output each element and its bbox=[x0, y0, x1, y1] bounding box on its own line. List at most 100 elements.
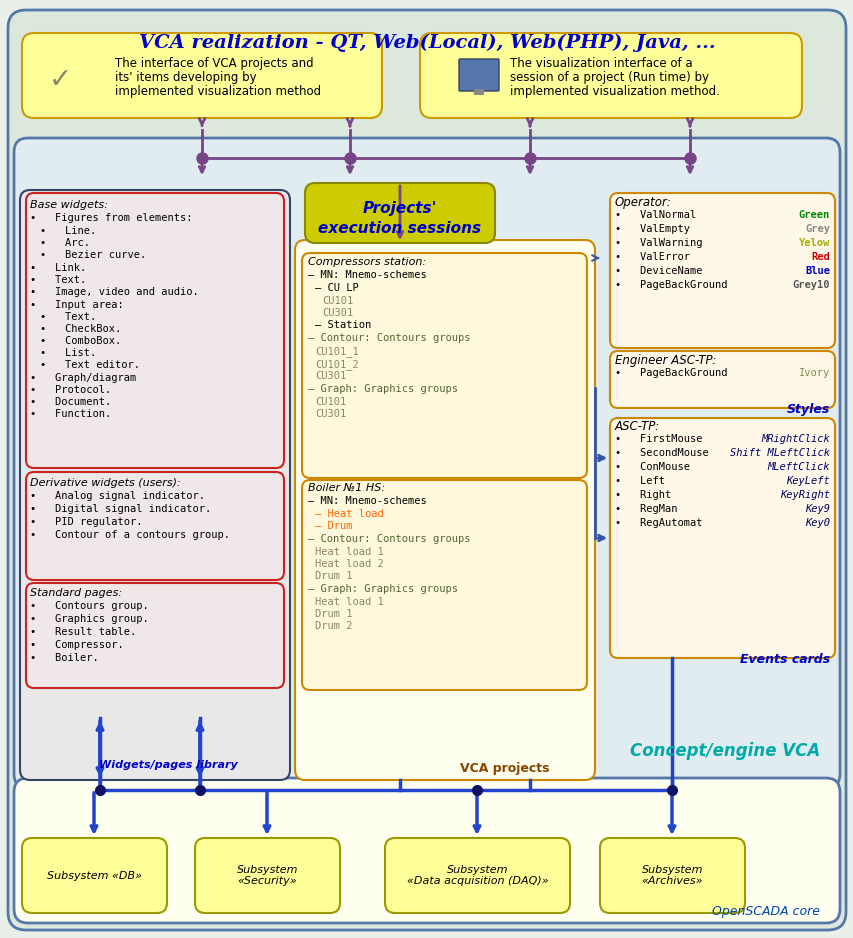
Text: KeyLeft: KeyLeft bbox=[786, 476, 829, 486]
Text: •   Image, video and audio.: • Image, video and audio. bbox=[30, 287, 199, 297]
Text: Drum 1: Drum 1 bbox=[315, 609, 352, 619]
Text: VCA realization - QT, Web(Local), Web(PHP), Java, ...: VCA realization - QT, Web(Local), Web(PH… bbox=[138, 34, 715, 53]
Text: •   Compressor.: • Compressor. bbox=[30, 640, 124, 650]
Text: Heat load 2: Heat load 2 bbox=[315, 559, 383, 569]
Text: •   Protocol.: • Protocol. bbox=[30, 385, 111, 395]
Text: •   Analog signal indicator.: • Analog signal indicator. bbox=[30, 491, 205, 501]
Text: Compressors station:: Compressors station: bbox=[308, 257, 426, 267]
FancyBboxPatch shape bbox=[194, 838, 339, 913]
FancyBboxPatch shape bbox=[8, 10, 845, 930]
Text: CU101_1: CU101_1 bbox=[315, 346, 358, 356]
Text: Subsystem «DB»: Subsystem «DB» bbox=[47, 870, 142, 881]
Text: KeyRight: KeyRight bbox=[779, 490, 829, 500]
Text: Derivative widgets (users):: Derivative widgets (users): bbox=[30, 478, 181, 488]
Text: •   ValWarning: • ValWarning bbox=[614, 238, 702, 248]
Text: Operator:: Operator: bbox=[614, 196, 671, 209]
Text: Subsystem
«Data acquisition (DAQ)»: Subsystem «Data acquisition (DAQ)» bbox=[406, 865, 548, 886]
Bar bbox=[473, 89, 484, 95]
FancyBboxPatch shape bbox=[26, 193, 284, 468]
FancyBboxPatch shape bbox=[294, 240, 595, 780]
Text: •   RegMan: • RegMan bbox=[614, 504, 676, 514]
Text: •   Text.: • Text. bbox=[30, 275, 86, 285]
Text: •   ValError: • ValError bbox=[614, 252, 689, 262]
Text: Yelow: Yelow bbox=[798, 238, 829, 248]
Text: – Station: – Station bbox=[315, 320, 371, 330]
Text: •   Text editor.: • Text editor. bbox=[40, 360, 140, 370]
Text: •   List.: • List. bbox=[40, 348, 96, 358]
Text: •   Right: • Right bbox=[614, 490, 670, 500]
Text: ASC-TP:: ASC-TP: bbox=[614, 420, 659, 433]
Text: Base widgets:: Base widgets: bbox=[30, 200, 107, 210]
Text: •   ValEmpty: • ValEmpty bbox=[614, 224, 689, 234]
Text: Green: Green bbox=[798, 210, 829, 220]
Text: Heat load 1: Heat load 1 bbox=[315, 547, 383, 557]
Text: Blue: Blue bbox=[804, 266, 829, 276]
Text: its' items developing by: its' items developing by bbox=[115, 70, 256, 83]
Text: Events cards: Events cards bbox=[739, 653, 829, 666]
Text: Key0: Key0 bbox=[804, 518, 829, 528]
Text: •   Bezier curve.: • Bezier curve. bbox=[40, 250, 146, 260]
Text: CU101: CU101 bbox=[322, 296, 353, 306]
Text: •   Link.: • Link. bbox=[30, 263, 86, 273]
Text: Ivory: Ivory bbox=[798, 368, 829, 378]
FancyBboxPatch shape bbox=[385, 838, 569, 913]
Text: Widgets/pages library: Widgets/pages library bbox=[99, 760, 238, 770]
Text: •   CheckBox.: • CheckBox. bbox=[40, 324, 121, 334]
Text: •   PID regulator.: • PID regulator. bbox=[30, 517, 142, 527]
FancyBboxPatch shape bbox=[420, 33, 801, 118]
Text: •   Contours group.: • Contours group. bbox=[30, 601, 148, 611]
Text: session of a project (Run time) by: session of a project (Run time) by bbox=[509, 70, 708, 83]
FancyBboxPatch shape bbox=[609, 351, 834, 408]
FancyBboxPatch shape bbox=[609, 193, 834, 348]
Text: execution sessions: execution sessions bbox=[318, 220, 481, 235]
FancyBboxPatch shape bbox=[305, 183, 495, 243]
Text: Heat load 1: Heat load 1 bbox=[315, 597, 383, 607]
Text: – Drum: – Drum bbox=[315, 521, 352, 531]
Text: OpenSCADA core: OpenSCADA core bbox=[711, 905, 819, 918]
Text: Drum 2: Drum 2 bbox=[315, 621, 352, 631]
Text: Concept/engine VCA: Concept/engine VCA bbox=[629, 742, 819, 760]
Text: ✓: ✓ bbox=[49, 66, 72, 94]
Text: – Graph: Graphics groups: – Graph: Graphics groups bbox=[308, 584, 457, 594]
Text: – MN: Mnemo-schemes: – MN: Mnemo-schemes bbox=[308, 270, 426, 280]
FancyBboxPatch shape bbox=[302, 253, 586, 478]
Text: •   Result table.: • Result table. bbox=[30, 627, 136, 637]
Text: •   Graphics group.: • Graphics group. bbox=[30, 614, 148, 624]
Text: MRightClick: MRightClick bbox=[760, 434, 829, 444]
Text: •   Function.: • Function. bbox=[30, 409, 111, 419]
FancyBboxPatch shape bbox=[26, 472, 284, 580]
Text: •   Input area:: • Input area: bbox=[30, 300, 124, 310]
Text: •   Left: • Left bbox=[614, 476, 664, 486]
FancyBboxPatch shape bbox=[22, 838, 167, 913]
FancyBboxPatch shape bbox=[26, 583, 284, 688]
Text: •   Text.: • Text. bbox=[40, 312, 96, 322]
Text: Engineer ASC-TP:: Engineer ASC-TP: bbox=[614, 354, 716, 367]
Text: implemented visualization method.: implemented visualization method. bbox=[509, 84, 719, 98]
Text: CU301: CU301 bbox=[315, 371, 345, 381]
Text: Standard pages:: Standard pages: bbox=[30, 588, 122, 598]
Text: VCA projects: VCA projects bbox=[460, 762, 549, 775]
Text: The interface of VCA projects and: The interface of VCA projects and bbox=[115, 56, 313, 69]
Text: Subsystem
«Archives»: Subsystem «Archives» bbox=[641, 865, 702, 886]
FancyBboxPatch shape bbox=[14, 778, 839, 923]
Text: •   Arc.: • Arc. bbox=[40, 238, 90, 248]
FancyBboxPatch shape bbox=[609, 418, 834, 658]
Text: •   FirstMouse: • FirstMouse bbox=[614, 434, 702, 444]
Text: Grey: Grey bbox=[804, 224, 829, 234]
Text: – Graph: Graphics groups: – Graph: Graphics groups bbox=[308, 384, 457, 394]
Text: CU301: CU301 bbox=[315, 409, 345, 419]
Text: Drum 1: Drum 1 bbox=[315, 571, 352, 581]
Text: •   PageBackGround: • PageBackGround bbox=[614, 368, 727, 378]
Text: Grey10: Grey10 bbox=[792, 280, 829, 290]
Text: Red: Red bbox=[810, 252, 829, 262]
Text: •   Figures from elements:: • Figures from elements: bbox=[30, 213, 192, 223]
Text: •   Contour of a contours group.: • Contour of a contours group. bbox=[30, 530, 229, 540]
Text: implemented visualization method: implemented visualization method bbox=[115, 84, 321, 98]
Text: CU301: CU301 bbox=[322, 308, 353, 318]
Text: •   Document.: • Document. bbox=[30, 397, 111, 407]
Text: Shift MLeftClick: Shift MLeftClick bbox=[729, 448, 829, 458]
Text: •   Graph/diagram: • Graph/diagram bbox=[30, 373, 136, 383]
FancyBboxPatch shape bbox=[600, 838, 744, 913]
Text: •   ValNormal: • ValNormal bbox=[614, 210, 695, 220]
Text: CU101_2: CU101_2 bbox=[315, 359, 358, 370]
